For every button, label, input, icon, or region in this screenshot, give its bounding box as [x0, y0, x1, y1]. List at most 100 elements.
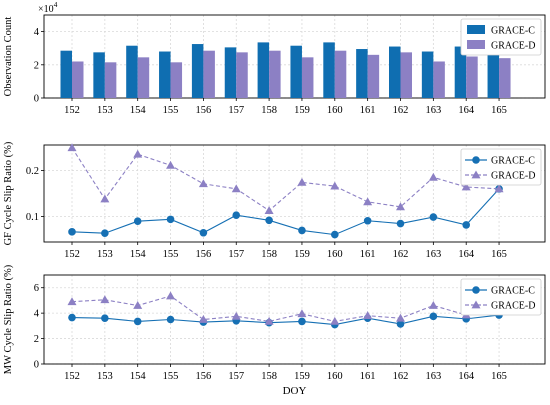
data-point — [68, 313, 76, 322]
data-point — [429, 213, 438, 221]
x-tick-label: 163 — [425, 371, 441, 382]
x-tick-label: 154 — [130, 105, 147, 116]
x-tick-label: 164 — [458, 105, 475, 116]
data-point — [198, 315, 208, 323]
bar — [126, 45, 138, 98]
data-point — [428, 172, 438, 181]
bar — [499, 58, 511, 98]
x-tick-label: 157 — [228, 371, 244, 382]
data-point — [363, 216, 372, 225]
x-tick-label: 157 — [228, 249, 244, 260]
legend: GRACE-C GRACE-D — [460, 278, 542, 316]
data-point — [396, 202, 405, 211]
x-tick-label: 162 — [393, 105, 409, 116]
x-tick-label: 154 — [130, 249, 147, 260]
legend: GRACE-C GRACE-D — [460, 18, 542, 56]
bar — [60, 50, 72, 98]
x-tick-label: 165 — [491, 105, 507, 116]
data-point — [298, 226, 306, 235]
x-tick-label: 161 — [360, 371, 376, 382]
data-point — [428, 301, 438, 309]
x-tick-label: 163 — [425, 249, 441, 260]
x-tick-label: 158 — [261, 371, 277, 382]
bar — [323, 42, 335, 98]
data-point — [429, 312, 438, 321]
x-tick-label: 156 — [196, 249, 212, 260]
plot-frame — [43, 274, 546, 365]
x-tick-label: 158 — [261, 105, 277, 116]
y-tick-label: 2 — [34, 334, 39, 345]
bar — [104, 62, 117, 98]
data-point — [297, 309, 307, 318]
bar — [224, 47, 237, 98]
bar — [137, 57, 150, 98]
data-point — [231, 184, 241, 193]
panel-1: 0 2 4 152 153 154 155 156 157 158 159 160 161 162 163 1… — [3, 0, 546, 116]
y-tick-label: 0 — [34, 360, 39, 371]
x-tick-label: 156 — [196, 105, 212, 116]
x-tick-label: 152 — [64, 371, 80, 382]
y-tick-label: 4 — [34, 27, 40, 38]
bar — [159, 51, 171, 98]
data-point — [264, 206, 274, 214]
x-tick-label: 160 — [327, 105, 343, 116]
x-tick-label: 154 — [130, 371, 147, 382]
legend-label: GRACE-D — [491, 301, 535, 312]
bar — [170, 62, 183, 98]
bar — [454, 46, 467, 98]
legend-label: GRACE-D — [491, 41, 535, 52]
bar — [93, 52, 105, 98]
data-point — [330, 181, 340, 190]
data-point — [199, 228, 208, 237]
data-point — [298, 317, 306, 326]
data-point — [101, 229, 109, 238]
data-point — [461, 182, 471, 191]
data-point — [472, 286, 480, 294]
bar — [466, 56, 478, 98]
x-tick-label: 165 — [491, 249, 507, 260]
data-point — [462, 221, 471, 229]
legend-label: GRACE-C — [491, 156, 535, 167]
y-axis-label: Observation Count — [3, 17, 14, 97]
x-axis-label: DOY — [283, 385, 307, 397]
bar — [203, 50, 215, 98]
data-point — [166, 315, 175, 324]
legend-box — [460, 148, 542, 186]
data-point — [166, 291, 176, 300]
bar — [334, 50, 347, 98]
data-point — [101, 314, 109, 323]
multiplier-exponent: 4 — [54, 0, 58, 9]
multiplier-label: ×104 — [38, 0, 58, 15]
data-point — [396, 320, 405, 328]
y-axis-label: MW Cycle Slip Ratio (%) — [3, 264, 14, 374]
x-tick-label: 152 — [64, 105, 80, 116]
x-tick-label: 160 — [327, 371, 343, 382]
bar — [191, 44, 204, 98]
data-point — [133, 149, 143, 158]
bar — [290, 45, 302, 98]
y-tick-label: 0 — [34, 94, 39, 105]
bar — [269, 50, 281, 98]
series-line — [71, 314, 500, 326]
bar — [487, 53, 500, 98]
bar — [389, 46, 401, 98]
data-point — [494, 184, 504, 193]
data-point — [231, 311, 241, 320]
bar — [367, 54, 380, 98]
y-axis-label: GF Cycle Slip Ratio (%) — [3, 141, 14, 245]
data-point — [396, 313, 405, 322]
data-point — [133, 317, 142, 326]
x-tick-label: 155 — [163, 371, 179, 382]
data-point — [363, 311, 373, 320]
data-point — [331, 230, 339, 239]
legend-swatch — [467, 25, 485, 34]
y-tick-label: 0.1 — [26, 212, 39, 223]
y-tick-label: 0.2 — [26, 166, 39, 177]
data-point — [297, 177, 307, 186]
data-point — [68, 228, 76, 236]
y-tick-label: 6 — [34, 283, 39, 294]
x-tick-label: 159 — [294, 249, 310, 260]
series-line — [71, 188, 500, 236]
bar — [236, 52, 248, 98]
